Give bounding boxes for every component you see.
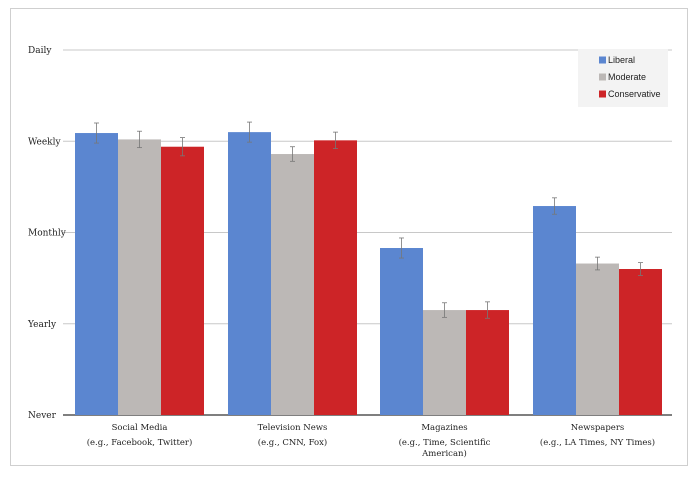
bar-conservative xyxy=(619,269,662,415)
bars xyxy=(75,132,662,416)
bar-moderate xyxy=(118,139,161,416)
legend-label: Liberal xyxy=(608,55,635,65)
y-tick-label: Never xyxy=(28,411,57,421)
bar-moderate xyxy=(576,263,619,415)
category-label: Television News xyxy=(258,423,328,433)
bar-conservative xyxy=(161,146,204,415)
category-label: Newspapers xyxy=(571,423,625,433)
legend-swatch xyxy=(599,90,606,98)
category-sublabel: (e.g., LA Times, NY Times) xyxy=(540,437,655,448)
bar-liberal xyxy=(228,132,271,415)
legend-swatch xyxy=(599,56,606,64)
y-axis-ticks: Never Yearly Monthly Weekly Daily xyxy=(27,46,67,421)
y-tick-label: Weekly xyxy=(28,137,62,147)
category-sublabel: (e.g., Facebook, Twitter) xyxy=(87,437,193,448)
bar-liberal xyxy=(533,206,576,415)
error-bars xyxy=(94,121,643,319)
y-tick-label: Daily xyxy=(28,46,52,56)
bar-moderate xyxy=(271,154,314,415)
category-label: Magazines xyxy=(421,423,467,433)
category-sublabel: American) xyxy=(421,448,467,459)
bar-conservative xyxy=(466,310,509,415)
bar-moderate xyxy=(423,310,466,415)
legend-swatch xyxy=(599,73,606,81)
legend-box xyxy=(578,49,668,107)
y-tick-label: Yearly xyxy=(27,320,57,330)
x-axis-labels: Social Media (e.g., Facebook, Twitter) Tel… xyxy=(87,423,655,459)
legend: Liberal Moderate Conservative xyxy=(578,49,668,107)
category-sublabel: (e.g., Time, Scientific xyxy=(399,437,491,448)
y-tick-label: Monthly xyxy=(28,229,67,239)
category-sublabel: (e.g., CNN, Fox) xyxy=(258,437,328,448)
bar-conservative xyxy=(314,140,357,415)
legend-label: Conservative xyxy=(608,89,661,99)
bar-liberal xyxy=(75,133,118,415)
category-label: Social Media xyxy=(112,423,168,433)
legend-label: Moderate xyxy=(608,72,646,82)
bar-liberal xyxy=(380,248,423,415)
